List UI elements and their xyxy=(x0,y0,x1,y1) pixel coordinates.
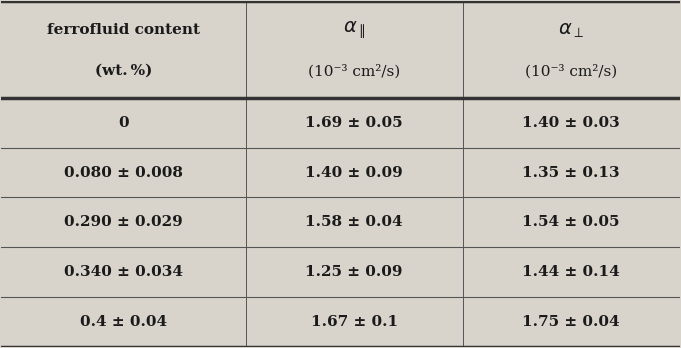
Text: 0.340 ± 0.034: 0.340 ± 0.034 xyxy=(64,265,183,279)
Text: $\alpha_{\perp}$: $\alpha_{\perp}$ xyxy=(558,21,584,40)
Text: 1.54 ± 0.05: 1.54 ± 0.05 xyxy=(522,215,620,229)
Text: 0: 0 xyxy=(118,116,129,130)
Text: 1.40 ± 0.03: 1.40 ± 0.03 xyxy=(522,116,620,130)
Text: 1.69 ± 0.05: 1.69 ± 0.05 xyxy=(305,116,403,130)
Text: 1.67 ± 0.1: 1.67 ± 0.1 xyxy=(311,315,398,329)
Text: 1.35 ± 0.13: 1.35 ± 0.13 xyxy=(522,166,620,180)
Text: 1.75 ± 0.04: 1.75 ± 0.04 xyxy=(522,315,620,329)
Text: 1.40 ± 0.09: 1.40 ± 0.09 xyxy=(305,166,403,180)
Text: (wt. %): (wt. %) xyxy=(95,64,152,78)
Text: ferrofluid content: ferrofluid content xyxy=(47,23,200,37)
Text: $\alpha_{\parallel}$: $\alpha_{\parallel}$ xyxy=(343,19,365,41)
Text: 1.58 ± 0.04: 1.58 ± 0.04 xyxy=(305,215,403,229)
Text: 1.25 ± 0.09: 1.25 ± 0.09 xyxy=(305,265,403,279)
Text: 1.44 ± 0.14: 1.44 ± 0.14 xyxy=(522,265,620,279)
Text: 0.290 ± 0.029: 0.290 ± 0.029 xyxy=(64,215,183,229)
Text: (10⁻³ cm²/s): (10⁻³ cm²/s) xyxy=(525,64,617,78)
Text: 0.080 ± 0.008: 0.080 ± 0.008 xyxy=(64,166,183,180)
Text: (10⁻³ cm²/s): (10⁻³ cm²/s) xyxy=(308,64,400,78)
Text: 0.4 ± 0.04: 0.4 ± 0.04 xyxy=(80,315,167,329)
